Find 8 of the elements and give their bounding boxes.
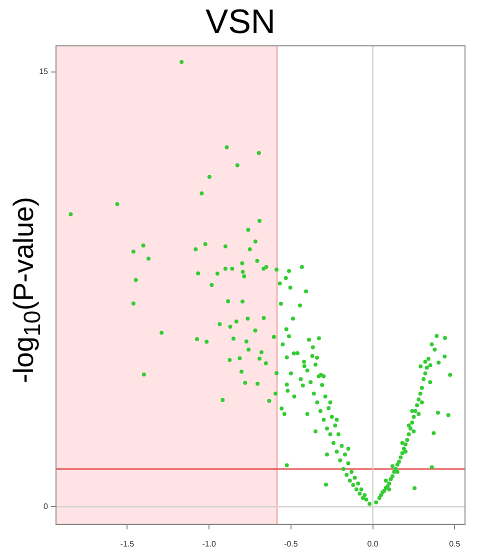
x-tick-label: 0.0	[367, 539, 379, 548]
y-tick-label: 0	[44, 502, 49, 511]
x-tick-label: -0.5	[284, 539, 298, 548]
x-tick-label: -1.0	[202, 539, 217, 548]
y-tick-label: 15	[39, 67, 49, 76]
chart-title: VSN	[204, 2, 276, 42]
x-tick-label: -1.5	[120, 539, 135, 548]
x-tick-label: 0.5	[449, 539, 461, 548]
